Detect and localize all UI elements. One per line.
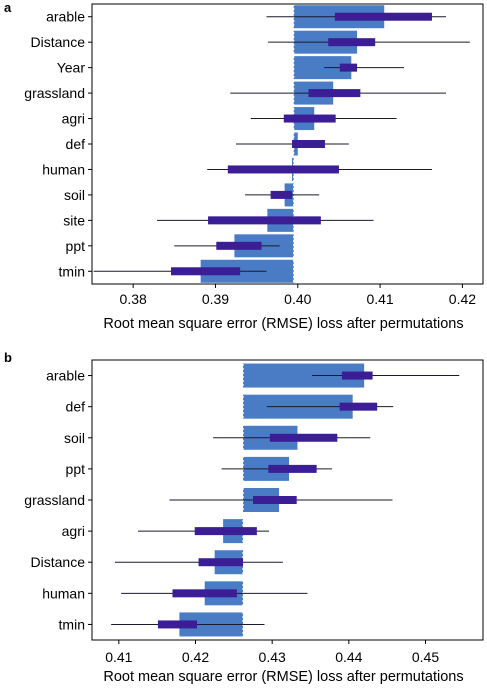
panel-letter: b — [4, 350, 12, 365]
interval-arable — [341, 371, 373, 380]
category-label: tmin — [59, 263, 85, 279]
x-tick-label: 0.42 — [182, 649, 209, 665]
interval-def — [292, 140, 325, 148]
interval-site — [208, 216, 321, 225]
category-label: def — [66, 399, 86, 415]
interval-human — [172, 589, 237, 598]
panel-letter: a — [4, 0, 12, 15]
category-label: agri — [62, 111, 85, 127]
interval-Distance — [328, 38, 376, 47]
x-tick-label: 0.45 — [412, 649, 439, 665]
interval-tmin — [157, 620, 198, 629]
x-tick-label: 0.44 — [335, 649, 362, 665]
interval-agri — [283, 114, 336, 123]
interval-ppt — [216, 241, 262, 250]
category-label: human — [42, 161, 85, 177]
category-label: agri — [62, 523, 85, 539]
x-tick-label: 0.42 — [449, 291, 476, 307]
category-label: grassland — [24, 85, 85, 101]
interval-tmin — [171, 267, 241, 276]
category-label: soil — [64, 187, 85, 203]
category-label: soil — [64, 430, 85, 446]
category-label: Distance — [31, 554, 86, 570]
x-tick-label: 0.43 — [259, 649, 286, 665]
plot-frame — [91, 3, 484, 285]
bar-Year — [293, 56, 352, 80]
x-axis-title: Root mean square error (RMSE) loss after… — [103, 669, 463, 685]
category-label: def — [66, 136, 86, 152]
interval-human — [227, 165, 339, 174]
category-label: ppt — [66, 238, 86, 254]
x-axis-title: Root mean square error (RMSE) loss after… — [103, 316, 463, 332]
interval-def — [339, 402, 378, 411]
category-label: grassland — [24, 492, 85, 508]
category-label: Year — [57, 60, 86, 76]
category-label: human — [42, 585, 85, 601]
panel-b: b arable def soil ppt grassland agri Distance hu… — [4, 350, 484, 685]
x-tick-label: 0.39 — [202, 291, 229, 307]
category-label: arable — [46, 368, 85, 384]
interval-soil — [269, 433, 338, 442]
category-label: arable — [46, 9, 85, 25]
x-tick-label: 0.38 — [120, 291, 147, 307]
category-label: site — [63, 212, 85, 228]
category-label: Distance — [31, 34, 86, 50]
interval-agri — [194, 527, 257, 536]
plot-frame — [91, 359, 484, 641]
interval-grassland — [253, 496, 297, 504]
x-tick-label: 0.41 — [366, 291, 393, 307]
interval-soil — [270, 190, 293, 199]
panel-a: a arable Distance Year grassland agri def human… — [4, 0, 484, 332]
interval-grassland — [308, 89, 361, 98]
interval-ppt — [268, 464, 317, 473]
x-tick-label: 0.40 — [284, 291, 311, 307]
category-label: tmin — [59, 616, 85, 632]
interval-Distance — [198, 558, 244, 567]
x-tick-label: 0.41 — [105, 649, 132, 665]
interval-arable — [334, 12, 432, 21]
interval-Year — [339, 63, 358, 72]
category-label: ppt — [66, 461, 86, 477]
